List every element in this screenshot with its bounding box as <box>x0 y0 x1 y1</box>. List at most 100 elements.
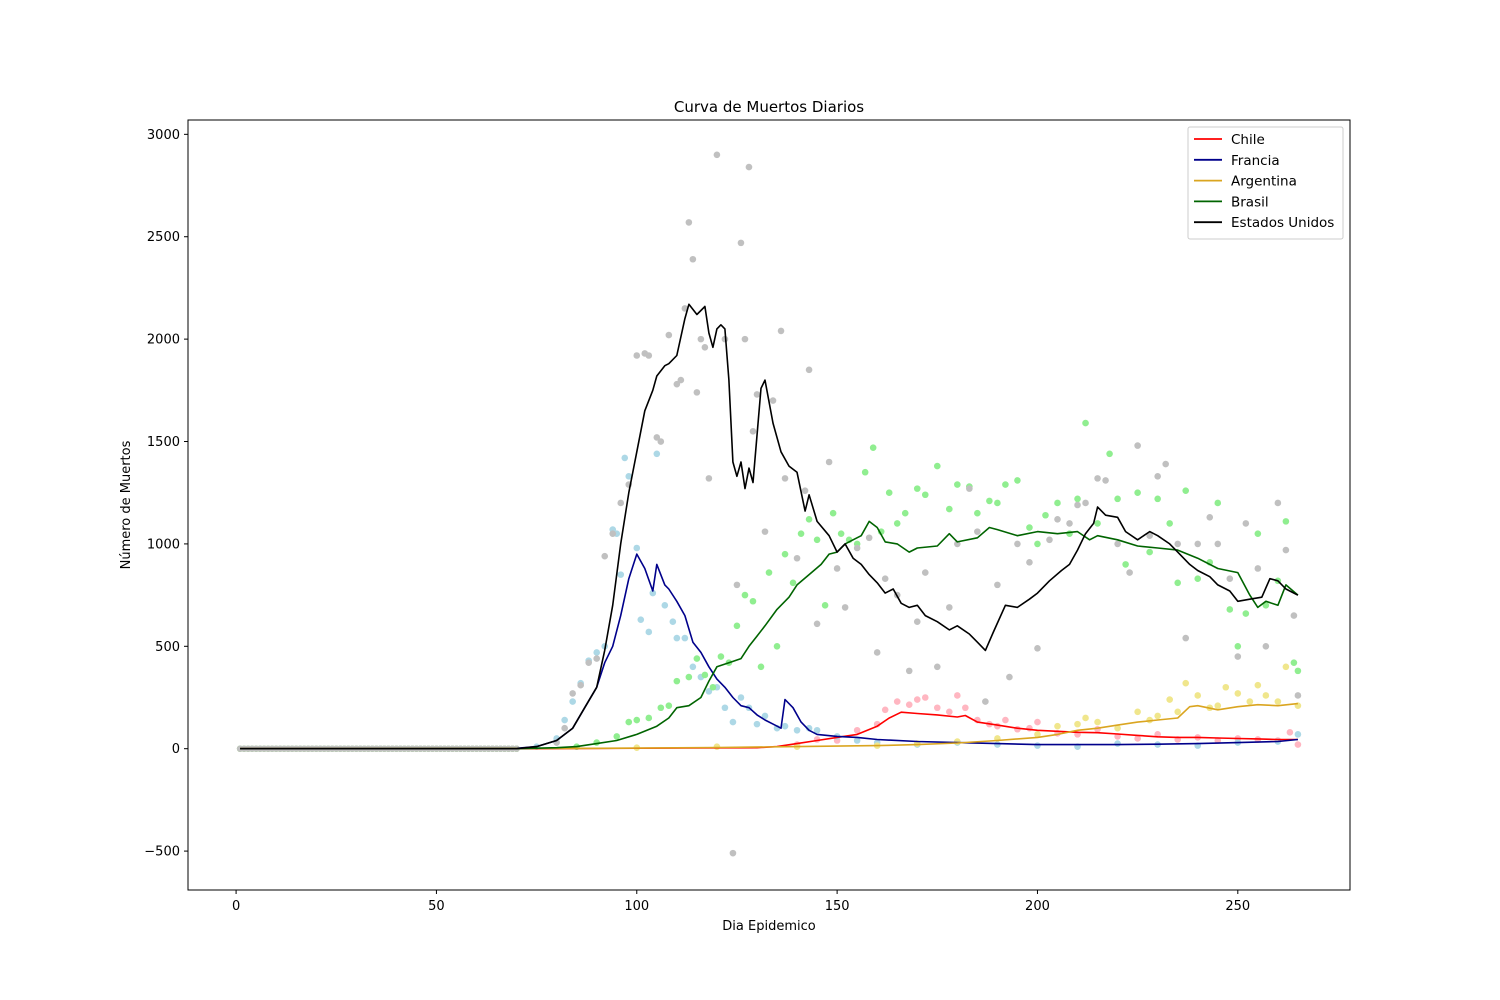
data-point <box>617 571 625 578</box>
data-point <box>673 634 681 642</box>
data-point <box>1134 489 1141 497</box>
data-point <box>805 366 813 374</box>
data-point <box>1042 511 1049 519</box>
data-point <box>1214 702 1222 709</box>
data-point <box>1234 643 1242 650</box>
data-point <box>853 726 861 734</box>
data-point <box>994 741 1001 748</box>
data-point <box>1294 741 1302 748</box>
data-point <box>657 704 665 712</box>
data-point <box>689 663 697 671</box>
data-point <box>933 462 941 470</box>
data-point <box>1102 477 1109 484</box>
data-point <box>645 714 653 722</box>
data-point <box>701 671 709 679</box>
series-line <box>240 303 1299 750</box>
data-point <box>1162 460 1169 468</box>
data-point <box>1014 477 1021 484</box>
series-line <box>240 553 1298 750</box>
legend-label: Francia <box>1231 153 1280 169</box>
data-point <box>1126 569 1133 576</box>
data-point <box>601 552 609 560</box>
data-point <box>1246 698 1254 705</box>
data-point <box>805 724 813 732</box>
data-point <box>677 376 685 384</box>
data-point <box>1134 735 1141 742</box>
legend-label: Chile <box>1231 132 1265 148</box>
x-axis-title: Dia Epidemico <box>722 919 815 934</box>
data-point <box>693 389 701 396</box>
data-point <box>954 692 961 699</box>
data-point <box>1234 690 1242 697</box>
legend-label: Argentina <box>1231 174 1297 190</box>
data-point <box>645 352 653 359</box>
data-point <box>665 702 673 709</box>
data-point <box>685 219 693 226</box>
data-point <box>1226 606 1234 613</box>
data-point <box>593 649 601 656</box>
data-point <box>705 475 713 482</box>
data-point <box>737 239 745 247</box>
data-point <box>669 618 677 626</box>
data-point <box>661 602 669 609</box>
data-point <box>986 497 993 505</box>
data-point <box>649 589 657 597</box>
data-point <box>1174 579 1182 587</box>
data-point <box>1286 729 1294 736</box>
data-point <box>1026 524 1033 531</box>
data-point <box>1294 731 1302 738</box>
data-point <box>1054 722 1061 730</box>
data-point <box>633 352 641 359</box>
data-point <box>1182 679 1190 687</box>
data-point <box>1074 501 1081 509</box>
data-point <box>753 720 761 728</box>
data-point <box>1194 575 1202 583</box>
data-point <box>1146 548 1153 556</box>
data-point <box>1234 653 1242 660</box>
legend-label: Brasil <box>1231 194 1269 210</box>
data-point <box>921 491 929 499</box>
data-point <box>709 683 717 691</box>
data-point <box>1166 696 1173 703</box>
data-point <box>1082 499 1089 507</box>
x-tick-label: 50 <box>428 899 445 914</box>
data-point <box>1226 575 1234 583</box>
data-point <box>1254 681 1262 689</box>
data-point <box>657 438 665 445</box>
data-point <box>1066 520 1073 527</box>
data-point <box>633 716 641 724</box>
data-point <box>569 690 576 697</box>
data-point <box>653 450 661 458</box>
data-point <box>1154 495 1161 503</box>
data-point <box>837 530 845 537</box>
x-axis: 0 50 100 150 200 250 <box>232 890 1250 914</box>
data-point <box>777 327 785 335</box>
data-point <box>813 620 821 628</box>
data-point <box>789 579 797 587</box>
data-point <box>773 643 781 650</box>
data-point <box>761 712 769 720</box>
data-point <box>633 544 641 552</box>
data-point <box>1290 659 1298 666</box>
data-point <box>1222 683 1230 691</box>
data-point <box>1174 708 1182 716</box>
data-point <box>693 655 701 662</box>
y-tick-label: 0 <box>172 742 180 757</box>
data-point <box>741 335 749 343</box>
data-point <box>1214 737 1222 744</box>
data-point <box>921 569 929 576</box>
data-point <box>793 554 801 562</box>
data-point <box>1154 473 1161 480</box>
y-tick-label: 3000 <box>147 128 180 143</box>
data-point <box>645 628 653 636</box>
data-point <box>1274 698 1282 705</box>
data-point <box>721 704 729 712</box>
data-point <box>813 726 821 734</box>
data-point <box>901 509 909 517</box>
data-point <box>1282 518 1290 525</box>
data-point <box>757 663 765 671</box>
data-point <box>1094 520 1101 527</box>
legend-box <box>1187 126 1344 240</box>
data-point <box>881 575 889 583</box>
